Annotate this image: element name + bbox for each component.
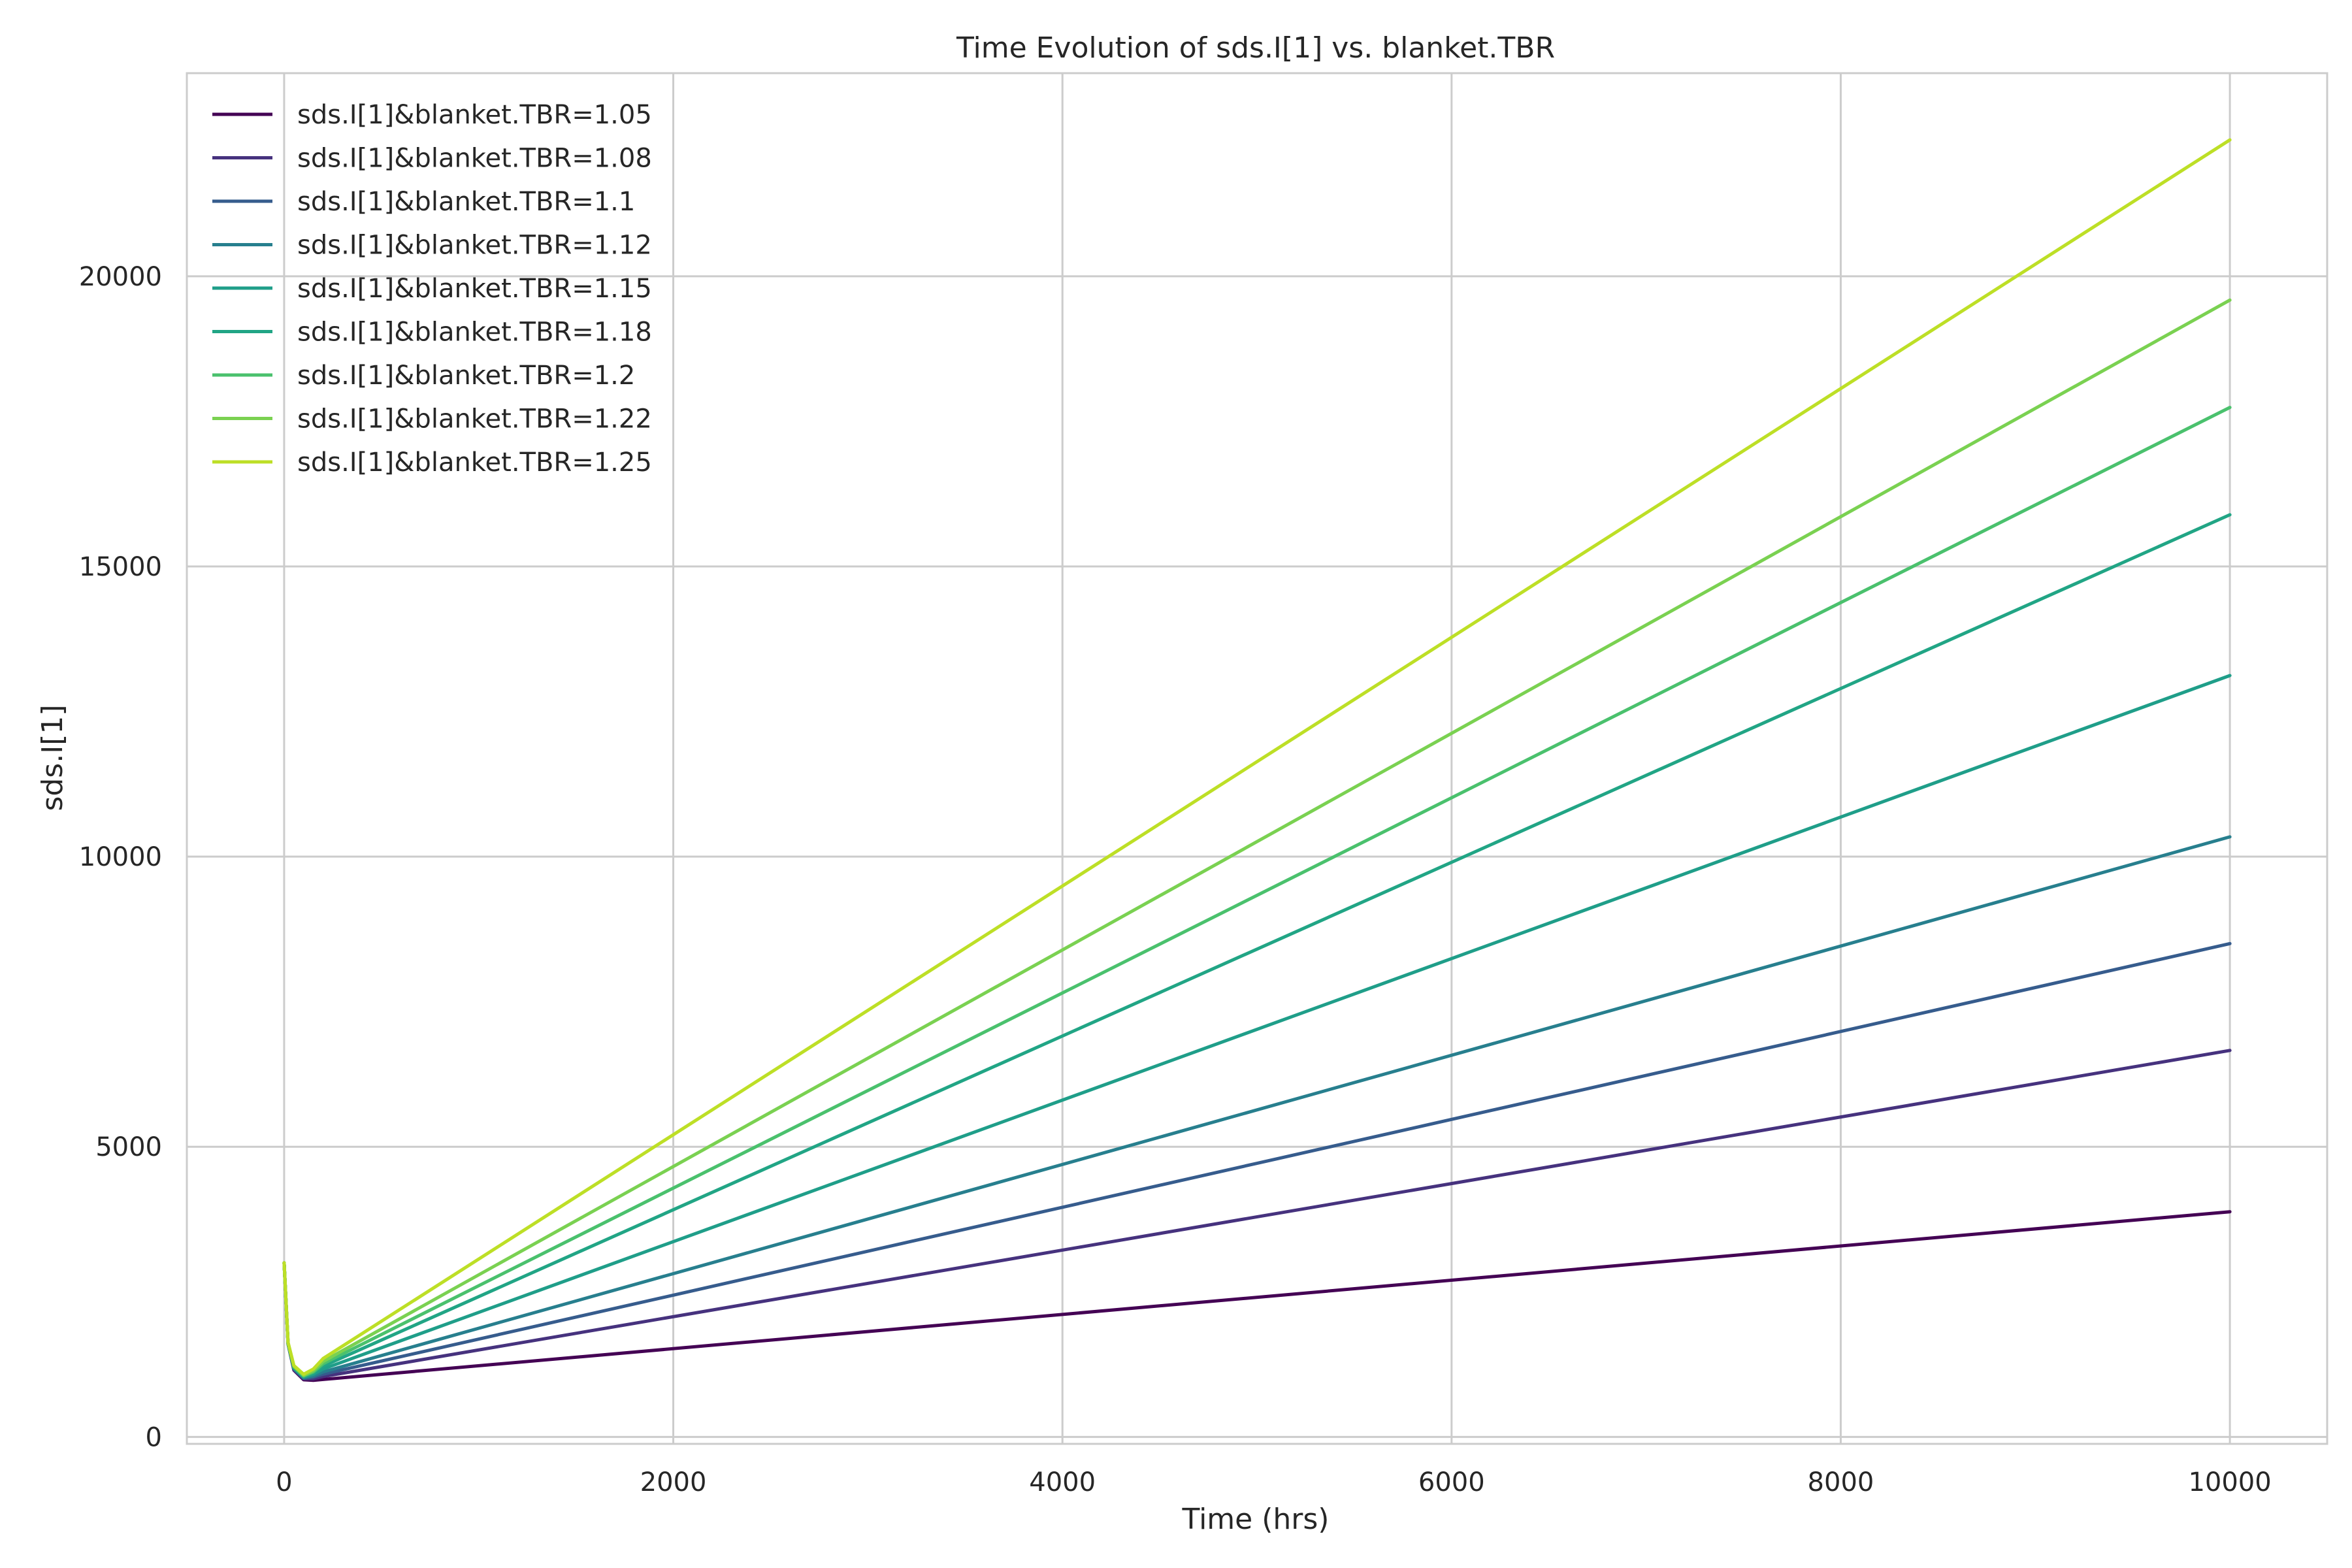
series-line-9: [282, 138, 2232, 1376]
legend-label-7: sds.I[1]&blanket.TBR=1.2: [297, 361, 635, 391]
legend-label-9: sds.I[1]&blanket.TBR=1.25: [297, 448, 652, 478]
x-tick-label: 8000: [1808, 1467, 1874, 1497]
y-tick-label: 15000: [79, 552, 162, 582]
y-axis-label: sds.I[1]: [36, 704, 69, 811]
y-tick-label: 20000: [79, 262, 162, 292]
chart-title: Time Evolution of sds.I[1] vs. blanket.T…: [956, 31, 1555, 65]
x-tick-label: 2000: [640, 1467, 707, 1497]
x-axis-label: Time (hrs): [1182, 1503, 1330, 1536]
x-tick-label: 10000: [2188, 1467, 2271, 1497]
y-tick-label: 5000: [95, 1132, 162, 1162]
y-tick-label: 0: [146, 1422, 162, 1452]
legend-label-6: sds.I[1]&blanket.TBR=1.18: [297, 318, 652, 348]
legend: sds.I[1]&blanket.TBR=1.05 sds.I[1]&blanke…: [212, 100, 652, 478]
plot-frame: [186, 72, 2328, 1445]
legend-label-4: sds.I[1]&blanket.TBR=1.12: [297, 231, 652, 261]
y-tick-label: 10000: [79, 842, 162, 872]
series-lines: [282, 138, 2232, 1382]
legend-label-1: sds.I[1]&blanket.TBR=1.05: [297, 100, 652, 130]
x-tick-label: 0: [276, 1467, 292, 1497]
legend-label-5: sds.I[1]&blanket.TBR=1.15: [297, 274, 652, 304]
x-axis-ticks: 0 2000 4000 6000 8000 10000: [276, 1467, 2272, 1497]
x-tick-label: 6000: [1418, 1467, 1485, 1497]
y-axis-ticks: 0 5000 10000 15000 20000: [79, 262, 162, 1452]
legend-label-2: sds.I[1]&blanket.TBR=1.08: [297, 144, 652, 174]
legend-label-3: sds.I[1]&blanket.TBR=1.1: [297, 187, 635, 217]
legend-label-8: sds.I[1]&blanket.TBR=1.22: [297, 404, 652, 434]
x-tick-label: 4000: [1029, 1467, 1096, 1497]
